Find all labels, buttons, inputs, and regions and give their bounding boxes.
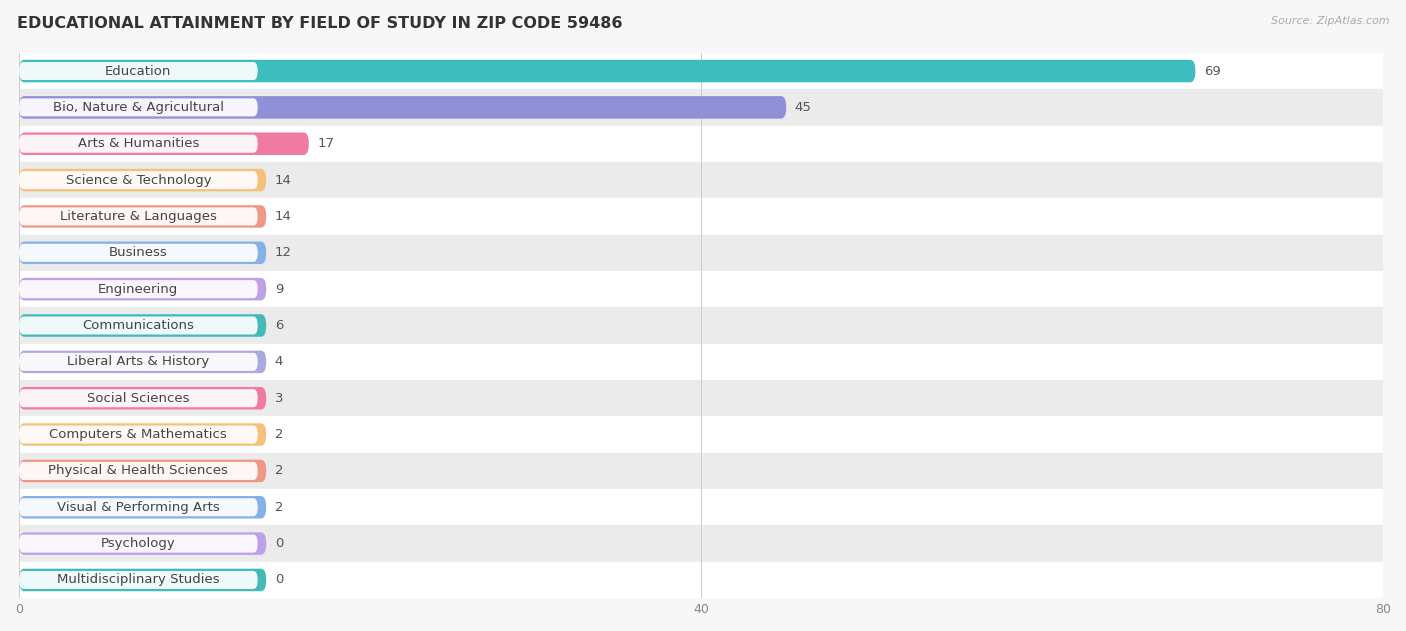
Text: 17: 17: [318, 137, 335, 150]
FancyBboxPatch shape: [20, 278, 266, 300]
Text: Bio, Nature & Agricultural: Bio, Nature & Agricultural: [53, 101, 224, 114]
FancyBboxPatch shape: [20, 314, 266, 337]
Text: 3: 3: [274, 392, 283, 404]
FancyBboxPatch shape: [20, 96, 786, 119]
Text: 4: 4: [274, 355, 283, 369]
FancyBboxPatch shape: [20, 169, 266, 191]
Bar: [20, 126, 1384, 162]
FancyBboxPatch shape: [20, 205, 266, 228]
Text: Physical & Health Sciences: Physical & Health Sciences: [48, 464, 228, 478]
Bar: [20, 162, 1384, 198]
Text: Science & Technology: Science & Technology: [66, 174, 211, 187]
Bar: [20, 89, 1384, 126]
FancyBboxPatch shape: [20, 423, 266, 446]
Bar: [20, 380, 1384, 416]
FancyBboxPatch shape: [20, 242, 266, 264]
Text: Social Sciences: Social Sciences: [87, 392, 190, 404]
FancyBboxPatch shape: [20, 462, 257, 480]
FancyBboxPatch shape: [20, 498, 257, 516]
FancyBboxPatch shape: [20, 62, 257, 80]
Text: Literature & Languages: Literature & Languages: [60, 210, 217, 223]
FancyBboxPatch shape: [20, 351, 266, 373]
FancyBboxPatch shape: [20, 389, 257, 407]
Text: 2: 2: [274, 464, 283, 478]
Text: 14: 14: [274, 174, 291, 187]
Text: 0: 0: [274, 537, 283, 550]
FancyBboxPatch shape: [20, 208, 257, 225]
FancyBboxPatch shape: [20, 571, 257, 589]
Bar: [20, 452, 1384, 489]
FancyBboxPatch shape: [20, 534, 257, 553]
Bar: [20, 271, 1384, 307]
Text: Source: ZipAtlas.com: Source: ZipAtlas.com: [1271, 16, 1389, 26]
Text: 0: 0: [274, 574, 283, 586]
FancyBboxPatch shape: [20, 60, 1195, 82]
Text: Visual & Performing Arts: Visual & Performing Arts: [58, 501, 219, 514]
Bar: [20, 53, 1384, 89]
Bar: [20, 526, 1384, 562]
Bar: [20, 307, 1384, 344]
FancyBboxPatch shape: [20, 171, 257, 189]
FancyBboxPatch shape: [20, 280, 257, 298]
FancyBboxPatch shape: [20, 135, 257, 153]
FancyBboxPatch shape: [20, 425, 257, 444]
FancyBboxPatch shape: [20, 317, 257, 334]
FancyBboxPatch shape: [20, 569, 266, 591]
Bar: [20, 344, 1384, 380]
FancyBboxPatch shape: [20, 98, 257, 116]
Bar: [20, 489, 1384, 526]
Text: 14: 14: [274, 210, 291, 223]
Bar: [20, 416, 1384, 452]
FancyBboxPatch shape: [20, 496, 266, 519]
Text: Psychology: Psychology: [101, 537, 176, 550]
FancyBboxPatch shape: [20, 133, 309, 155]
FancyBboxPatch shape: [20, 353, 257, 371]
Text: Liberal Arts & History: Liberal Arts & History: [67, 355, 209, 369]
Bar: [20, 198, 1384, 235]
Text: 2: 2: [274, 428, 283, 441]
Text: 6: 6: [274, 319, 283, 332]
Text: Communications: Communications: [83, 319, 194, 332]
FancyBboxPatch shape: [20, 244, 257, 262]
Text: Multidisciplinary Studies: Multidisciplinary Studies: [58, 574, 219, 586]
Text: 12: 12: [274, 246, 292, 259]
Text: 45: 45: [794, 101, 811, 114]
FancyBboxPatch shape: [20, 459, 266, 482]
Text: Business: Business: [110, 246, 167, 259]
Text: Computers & Mathematics: Computers & Mathematics: [49, 428, 228, 441]
Text: Engineering: Engineering: [98, 283, 179, 296]
Text: EDUCATIONAL ATTAINMENT BY FIELD OF STUDY IN ZIP CODE 59486: EDUCATIONAL ATTAINMENT BY FIELD OF STUDY…: [17, 16, 623, 31]
Text: 9: 9: [274, 283, 283, 296]
Text: 69: 69: [1204, 64, 1220, 78]
Bar: [20, 235, 1384, 271]
Text: 2: 2: [274, 501, 283, 514]
FancyBboxPatch shape: [20, 387, 266, 410]
Text: Education: Education: [105, 64, 172, 78]
FancyBboxPatch shape: [20, 533, 266, 555]
Text: Arts & Humanities: Arts & Humanities: [77, 137, 200, 150]
Bar: [20, 562, 1384, 598]
